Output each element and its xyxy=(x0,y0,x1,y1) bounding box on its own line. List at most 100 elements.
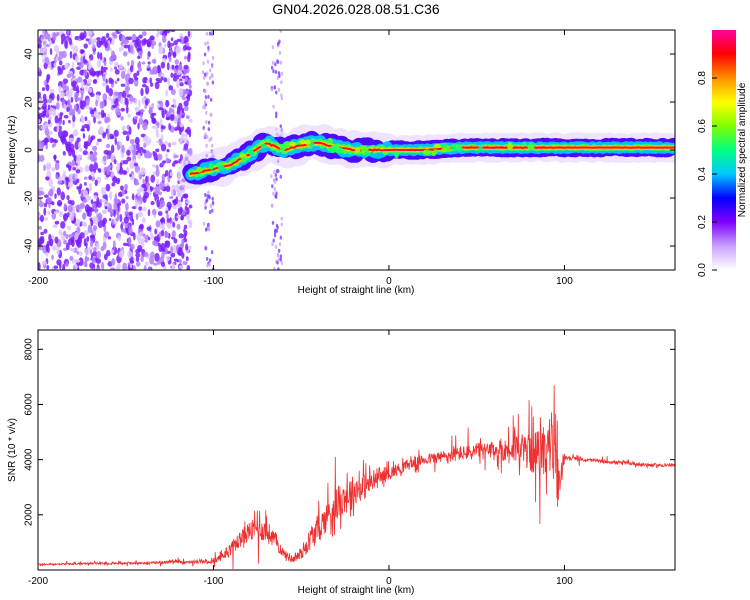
noise-speckle xyxy=(116,77,120,82)
noise-speckle xyxy=(164,140,169,146)
noise-speckle xyxy=(108,96,112,101)
noise-speckle xyxy=(45,83,50,92)
noise-speckle xyxy=(174,59,179,65)
noise-speckle xyxy=(274,70,278,75)
noise-speckle xyxy=(273,170,276,175)
noise-speckle xyxy=(101,261,105,270)
noise-speckle xyxy=(56,187,61,196)
noise-speckle xyxy=(274,244,278,249)
noise-speckle xyxy=(51,212,57,220)
noise-speckle xyxy=(83,143,88,149)
noise-speckle xyxy=(82,198,87,204)
noise-speckle xyxy=(127,113,131,118)
noise-speckle xyxy=(48,178,53,187)
noise-speckle xyxy=(183,100,189,107)
snr-x-tick-label: 100 xyxy=(556,576,573,587)
colorbar-tick-label: 0.2 xyxy=(697,215,708,229)
noise-speckle xyxy=(157,211,163,217)
noise-speckle xyxy=(185,200,191,204)
snr-plot-area xyxy=(38,330,675,570)
noise-speckle xyxy=(157,79,162,84)
noise-speckle xyxy=(67,199,73,205)
noise-speckle xyxy=(273,233,277,238)
ridge-blob xyxy=(478,145,483,152)
noise-speckle xyxy=(40,231,45,236)
noise-speckle xyxy=(170,30,176,33)
noise-speckle xyxy=(207,94,210,99)
noise-speckle xyxy=(71,159,76,167)
noise-speckle xyxy=(90,219,94,227)
noise-speckle xyxy=(113,61,119,67)
noise-speckle xyxy=(172,221,176,228)
noise-speckle xyxy=(91,176,96,182)
noise-speckle xyxy=(279,257,282,262)
noise-speckle xyxy=(276,60,280,65)
noise-speckle xyxy=(38,262,41,270)
noise-speckle xyxy=(172,205,177,210)
noise-speckle xyxy=(113,209,116,218)
noise-speckle xyxy=(104,40,108,49)
noise-speckle xyxy=(86,97,90,106)
noise-speckle xyxy=(43,202,48,208)
spectrogram-y-tick-label: 40 xyxy=(24,48,35,60)
noise-speckle xyxy=(118,250,124,258)
noise-speckle xyxy=(173,154,179,159)
noise-speckle xyxy=(87,209,92,218)
noise-speckle xyxy=(43,217,49,221)
ridge-blob xyxy=(441,142,448,147)
noise-speckle xyxy=(105,117,111,123)
ridge-blob xyxy=(241,156,246,163)
noise-speckle xyxy=(56,125,60,133)
noise-speckle xyxy=(46,196,52,204)
noise-speckle xyxy=(141,183,146,188)
noise-speckle xyxy=(115,177,120,185)
noise-speckle xyxy=(82,150,88,156)
noise-speckle xyxy=(124,223,129,229)
noise-speckle xyxy=(210,30,214,34)
noise-speckle xyxy=(72,45,79,54)
ridge-blob xyxy=(527,144,535,151)
spectrogram-x-label: Height of straight line (km) xyxy=(298,285,415,296)
noise-speckle xyxy=(174,65,179,69)
noise-speckle xyxy=(104,205,108,210)
noise-speckle xyxy=(276,41,280,46)
noise-speckle xyxy=(171,64,175,70)
noise-speckle xyxy=(126,87,129,97)
noise-speckle xyxy=(166,218,171,223)
noise-speckle xyxy=(38,119,41,123)
noise-speckle xyxy=(149,35,155,41)
noise-speckle xyxy=(163,77,168,83)
noise-speckle xyxy=(121,189,125,196)
noise-speckle xyxy=(182,44,188,51)
noise-speckle xyxy=(111,258,116,266)
noise-speckle xyxy=(75,169,81,174)
noise-speckle xyxy=(202,75,206,80)
noise-speckle xyxy=(58,211,63,217)
noise-speckle xyxy=(148,106,152,115)
noise-speckle xyxy=(165,116,171,121)
noise-speckle xyxy=(134,106,140,112)
noise-speckle xyxy=(147,56,150,60)
noise-speckle xyxy=(87,224,93,234)
noise-speckle xyxy=(274,62,277,67)
noise-speckle xyxy=(147,61,151,65)
noise-speckle xyxy=(48,39,52,47)
noise-speckle xyxy=(74,259,81,263)
noise-speckle xyxy=(188,118,193,123)
noise-speckle xyxy=(277,87,281,92)
noise-speckle xyxy=(63,103,67,110)
noise-speckle xyxy=(152,164,156,168)
noise-speckle xyxy=(280,216,283,221)
noise-speckle xyxy=(69,212,75,222)
noise-speckle xyxy=(185,243,189,251)
noise-speckle xyxy=(178,117,181,126)
noise-speckle xyxy=(99,199,103,203)
ridge-blob xyxy=(440,148,447,153)
noise-speckle xyxy=(63,170,66,177)
noise-speckle xyxy=(134,97,137,105)
noise-speckle xyxy=(156,199,160,208)
noise-speckle xyxy=(277,267,280,270)
noise-speckle xyxy=(143,251,149,258)
noise-speckle xyxy=(62,264,66,270)
noise-speckle xyxy=(103,60,107,67)
